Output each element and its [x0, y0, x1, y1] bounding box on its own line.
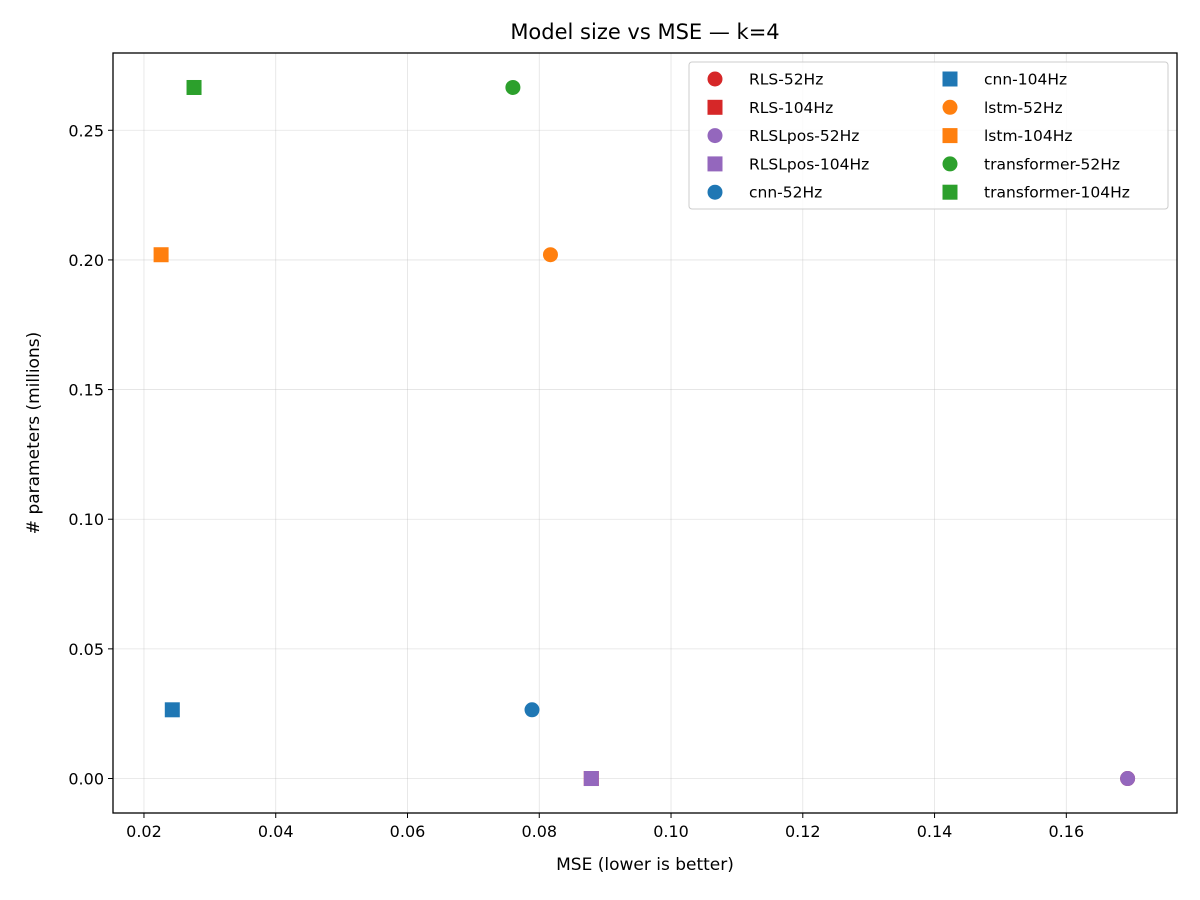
- legend-label: RLS-52Hz: [749, 71, 823, 89]
- chart-title: Model size vs MSE — k=4: [510, 20, 779, 44]
- legend-marker: [707, 128, 723, 144]
- legend-marker: [942, 128, 958, 144]
- y-tick-label: 0.25: [68, 121, 104, 140]
- legend-marker: [707, 71, 723, 87]
- x-tick-label: 0.12: [785, 822, 821, 841]
- data-point: [583, 771, 599, 787]
- y-tick-label: 0.15: [68, 381, 104, 400]
- data-point: [505, 79, 521, 95]
- x-tick-label: 0.16: [1049, 822, 1085, 841]
- data-point: [186, 79, 202, 95]
- y-tick-label: 0.20: [68, 251, 104, 270]
- x-tick-label: 0.08: [521, 822, 557, 841]
- legend-label: cnn-104Hz: [984, 71, 1067, 89]
- legend-label: RLSLpos-104Hz: [749, 155, 869, 173]
- legend-entry: cnn-52Hz: [707, 184, 822, 202]
- x-tick-label: 0.06: [390, 822, 426, 841]
- legend-entry: lstm-52Hz: [942, 99, 1063, 117]
- legend-entry: transformer-52Hz: [942, 155, 1120, 173]
- data-point: [164, 702, 180, 718]
- plot-area-frame: [112, 52, 1178, 814]
- legend-marker: [942, 156, 958, 172]
- legend-marker: [942, 99, 958, 115]
- x-tick-label: 0.14: [917, 822, 953, 841]
- x-tick-label: 0.04: [258, 822, 294, 841]
- data-point: [524, 702, 540, 718]
- data-point: [1120, 771, 1136, 787]
- legend-marker: [942, 71, 958, 87]
- legend-label: RLS-104Hz: [749, 99, 833, 117]
- legend-entry: RLS-104Hz: [707, 99, 833, 117]
- legend-entry: cnn-104Hz: [942, 71, 1067, 89]
- x-tick-label: 0.02: [126, 822, 162, 841]
- legend-label: cnn-52Hz: [749, 184, 822, 202]
- legend-marker: [942, 184, 958, 200]
- legend-marker: [707, 156, 723, 172]
- legend-entry: RLSLpos-52Hz: [707, 127, 859, 145]
- y-tick-label: 0.05: [68, 640, 104, 659]
- legend: RLS-52Hz RLS-104Hz RLSLpos-52Hz RLSLpos-104…: [688, 61, 1169, 210]
- legend-entry: RLS-52Hz: [707, 71, 823, 89]
- legend-entry: lstm-104Hz: [942, 127, 1073, 145]
- data-points: [153, 79, 1136, 787]
- legend-marker: [707, 184, 723, 200]
- x-tick-label: 0.10: [653, 822, 689, 841]
- x-axis-label: MSE (lower is better): [556, 855, 734, 875]
- legend-label: transformer-52Hz: [984, 155, 1120, 173]
- legend-entry: transformer-104Hz: [942, 184, 1130, 202]
- legend-entry: RLSLpos-104Hz: [707, 155, 869, 173]
- data-point: [542, 247, 558, 263]
- y-axis-label: # parameters (millions): [24, 332, 44, 534]
- legend-marker: [707, 99, 723, 115]
- legend-box: [688, 61, 1169, 210]
- y-tick-label: 0.00: [68, 770, 104, 789]
- legend-label: lstm-104Hz: [984, 127, 1073, 145]
- legend-label: transformer-104Hz: [984, 184, 1130, 202]
- y-tick-label: 0.10: [68, 510, 104, 529]
- legend-label: lstm-52Hz: [984, 99, 1063, 117]
- legend-label: RLSLpos-52Hz: [749, 127, 859, 145]
- data-point: [153, 247, 169, 263]
- axis-ticks: 0.02 0.04 0.06 0.08 0.10 0.12 0.14 0.16 0.00 0.05…: [68, 121, 1084, 841]
